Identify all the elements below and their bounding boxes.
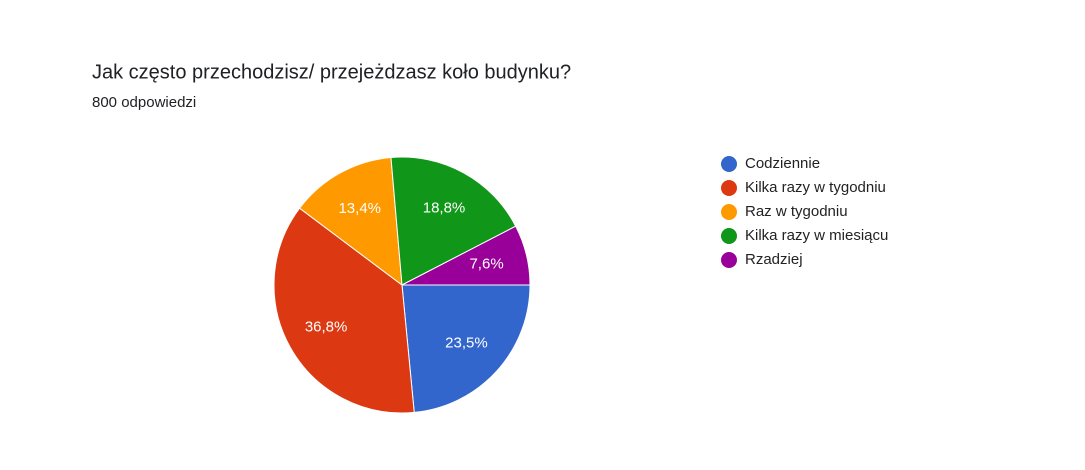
legend-label: Kilka razy w miesiącu <box>745 227 888 244</box>
legend-swatch <box>721 204 737 220</box>
chart-title: Jak często przechodzisz/ przejeżdzasz ko… <box>92 61 571 83</box>
slice-label: 13,4% <box>338 200 381 217</box>
legend-swatch <box>721 252 737 268</box>
legend-swatch <box>721 180 737 196</box>
pie-slice <box>401 284 531 413</box>
pie-slice <box>401 225 531 286</box>
chart-subtitle: 800 odpowiedzi <box>92 94 196 111</box>
legend-label: Kilka razy w tygodniu <box>745 179 886 196</box>
pie-slice <box>298 156 403 287</box>
legend-swatch <box>721 156 737 172</box>
slice-label: 18,8% <box>423 200 466 217</box>
legend-label: Raz w tygodniu <box>745 203 848 220</box>
pie-slice <box>273 207 415 414</box>
legend-label: Rzadziej <box>745 251 803 268</box>
slice-label: 7,6% <box>469 255 503 272</box>
legend-label: Codziennie <box>745 155 820 172</box>
legend-swatch <box>721 228 737 244</box>
pie-slice <box>390 156 517 286</box>
slice-label: 36,8% <box>305 319 348 336</box>
slice-label: 23,5% <box>445 335 488 352</box>
